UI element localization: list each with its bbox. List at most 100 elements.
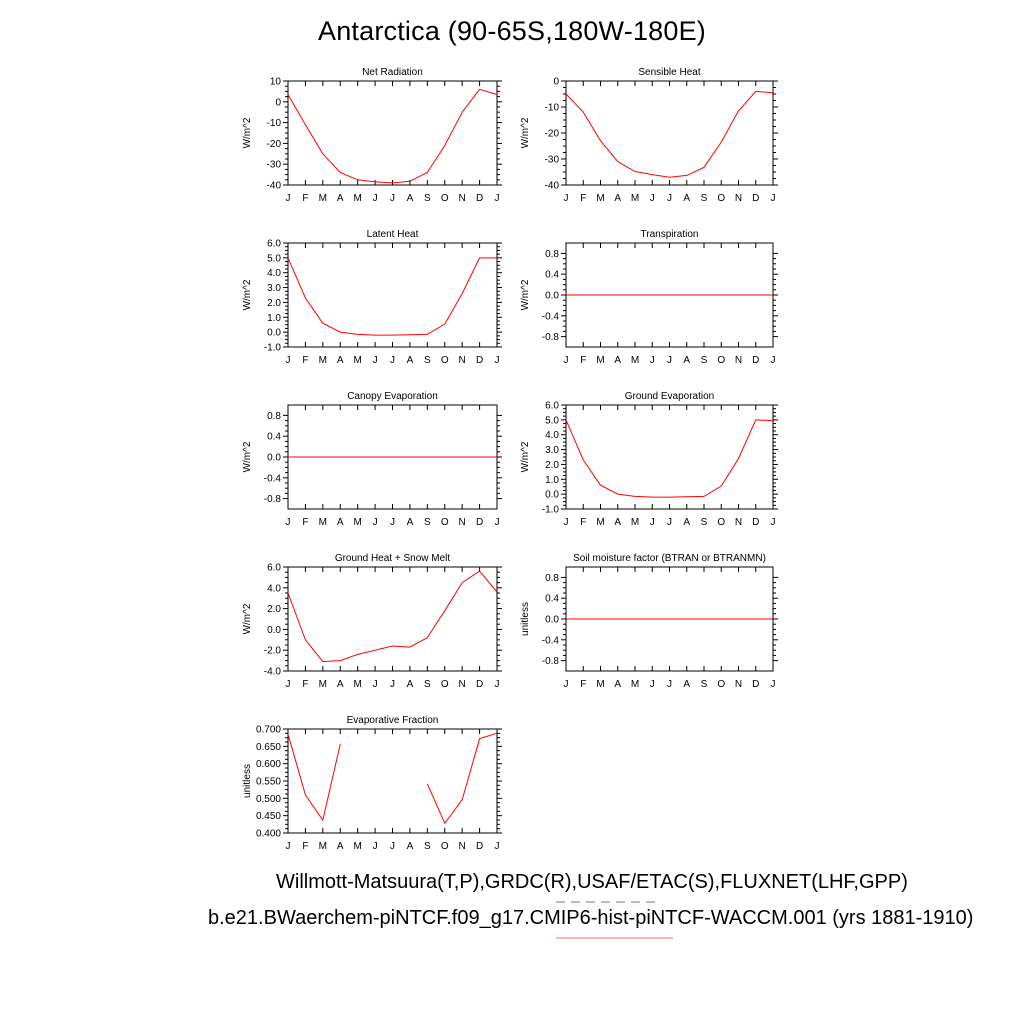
ground-heat-snow-melt-panel: J F M A M J J A S O N D J6.04.02.00.0-2.0-4.0Ground … [242, 553, 502, 690]
ground-heat-snow-melt-xtick-label: S [424, 679, 431, 690]
ground-evaporation-xtick-label: M [596, 517, 604, 528]
latent-heat-ytick-label: 2.0 [267, 298, 281, 309]
latent-heat-xtick-label: M [319, 355, 327, 366]
latent-heat-ytick-label: 4.0 [267, 268, 281, 279]
net-radiation-xtick-label: D [476, 193, 483, 204]
soil-moisture-factor-ytick-label: -0.4 [542, 635, 560, 646]
soil-moisture-factor-xtick-label: A [614, 679, 621, 690]
ground-evaporation-xtick-label: A [614, 517, 621, 528]
latent-heat-ytick-label: 6.0 [267, 239, 281, 250]
net-radiation-ytick-label: -20 [267, 139, 282, 150]
sensible-heat-xtick-label: M [596, 193, 604, 204]
evaporative-fraction-ytick-label: 0.500 [256, 794, 281, 805]
transpiration-xtick-label: A [683, 355, 690, 366]
canopy-evaporation-ytick-label: -0.8 [264, 494, 282, 505]
soil-moisture-factor-xtick-label: J [564, 679, 569, 690]
transpiration-ytick-label: 0.0 [545, 291, 559, 302]
latent-heat-ytick-label: 0.0 [267, 328, 281, 339]
net-radiation-series-line [287, 88, 498, 184]
evaporative-fraction-xtick-label: J [495, 841, 500, 852]
net-radiation-xtick-label: F [302, 193, 308, 204]
latent-heat-title: Latent Heat [367, 229, 419, 240]
ground-evaporation-xtick-label: F [580, 517, 586, 528]
soil-moisture-factor-ytick-label: 0.8 [545, 573, 559, 584]
canopy-evaporation-xtick-label: F [302, 517, 308, 528]
net-radiation-xtick-label: J [286, 193, 291, 204]
ground-heat-snow-melt-xtick-label: A [337, 679, 344, 690]
sensible-heat-ytick-label: -10 [545, 103, 560, 114]
sensible-heat-ytick-label: -20 [545, 129, 560, 140]
transpiration-xtick-label: N [735, 355, 742, 366]
ground-heat-snow-melt-ylabel: W/m^2 [242, 603, 253, 634]
sensible-heat-xtick-label: A [614, 193, 621, 204]
evaporative-fraction-ytick-label: 0.550 [256, 777, 281, 788]
sensible-heat-ytick-label: -40 [545, 181, 560, 192]
transpiration-ytick-label: 0.4 [545, 270, 559, 281]
net-radiation-xtick-label: A [407, 193, 414, 204]
ground-heat-snow-melt-xtick-label: M [353, 679, 361, 690]
evaporative-fraction-xtick-label: S [424, 841, 431, 852]
canopy-evaporation-title: Canopy Evaporation [347, 391, 438, 402]
ground-evaporation-xtick-label: J [667, 517, 672, 528]
net-radiation-ytick-label: 0 [275, 97, 281, 108]
ground-heat-snow-melt-series-line [287, 570, 498, 663]
soil-moisture-factor-xtick-label: N [735, 679, 742, 690]
sensible-heat-xtick-label: J [564, 193, 569, 204]
soil-moisture-factor-xtick-label: J [650, 679, 655, 690]
evaporative-fraction-xtick-label: O [441, 841, 449, 852]
net-radiation-xtick-label: O [441, 193, 449, 204]
soil-moisture-factor-xtick-label: F [580, 679, 586, 690]
net-radiation-frame [287, 80, 498, 186]
evaporative-fraction-ylabel: unitless [242, 764, 253, 798]
sensible-heat-series-line [565, 90, 774, 178]
transpiration-xtick-label: D [752, 355, 759, 366]
sensible-heat-ylabel: W/m^2 [520, 117, 531, 148]
ground-evaporation-xtick-label: A [683, 517, 690, 528]
sensible-heat-xtick-label: A [683, 193, 690, 204]
evaporative-fraction-panel: J F M A M J J A S O N D J0.7000.6500.6000.5500.5000.… [242, 715, 502, 852]
latent-heat-ytick-label: -1.0 [264, 343, 282, 354]
evaporative-fraction-xtick-label: J [373, 841, 378, 852]
ground-heat-snow-melt-xtick-label: A [407, 679, 414, 690]
ground-evaporation-ytick-label: 4.0 [545, 430, 559, 441]
canopy-evaporation-xtick-label: M [353, 517, 361, 528]
ground-heat-snow-melt-xtick-label: O [441, 679, 449, 690]
caption-observations: Willmott-Matsuura(T,P),GRDC(R),USAF/ETAC… [276, 871, 908, 893]
ground-evaporation-xtick-label: J [564, 517, 569, 528]
sensible-heat-xtick-label: M [631, 193, 639, 204]
canopy-evaporation-xtick-label: S [424, 517, 431, 528]
sensible-heat-title: Sensible Heat [638, 67, 700, 78]
ground-heat-snow-melt-xtick-label: J [390, 679, 395, 690]
latent-heat-xtick-label: O [441, 355, 449, 366]
ground-evaporation-xtick-label: O [717, 517, 725, 528]
evaporative-fraction-ytick-label: 0.600 [256, 759, 281, 770]
latent-heat-ytick-label: 5.0 [267, 253, 281, 264]
canopy-evaporation-ytick-label: 0.0 [267, 453, 281, 464]
sensible-heat-ytick-label: -30 [545, 155, 560, 166]
evaporative-fraction-series-line [287, 734, 341, 822]
canopy-evaporation-xtick-label: J [373, 517, 378, 528]
evaporative-fraction-xtick-label: N [459, 841, 466, 852]
ground-evaporation-ytick-label: 5.0 [545, 415, 559, 426]
transpiration-ytick-label: 0.8 [545, 249, 559, 260]
canopy-evaporation-ylabel: W/m^2 [242, 441, 253, 472]
caption-case-name: b.e21.BWaerchem-piNTCF.f09_g17.CMIP6-his… [208, 907, 974, 929]
ground-evaporation-series-line [565, 419, 774, 498]
net-radiation-xtick-label: J [373, 193, 378, 204]
ground-evaporation-title: Ground Evaporation [625, 391, 715, 402]
transpiration-xtick-label: J [650, 355, 655, 366]
evaporative-fraction-xtick-label: M [319, 841, 327, 852]
transpiration-xtick-label: F [580, 355, 586, 366]
ground-evaporation-xtick-label: M [631, 517, 639, 528]
ground-evaporation-ytick-label: 0.0 [545, 490, 559, 501]
transpiration-xtick-label: O [717, 355, 725, 366]
ground-evaporation-xtick-label: J [771, 517, 776, 528]
ground-evaporation-ylabel: W/m^2 [520, 441, 531, 472]
latent-heat-ytick-label: 1.0 [267, 313, 281, 324]
latent-heat-xtick-label: A [337, 355, 344, 366]
ground-evaporation-ytick-label: 2.0 [545, 460, 559, 471]
ground-heat-snow-melt-xtick-label: J [373, 679, 378, 690]
